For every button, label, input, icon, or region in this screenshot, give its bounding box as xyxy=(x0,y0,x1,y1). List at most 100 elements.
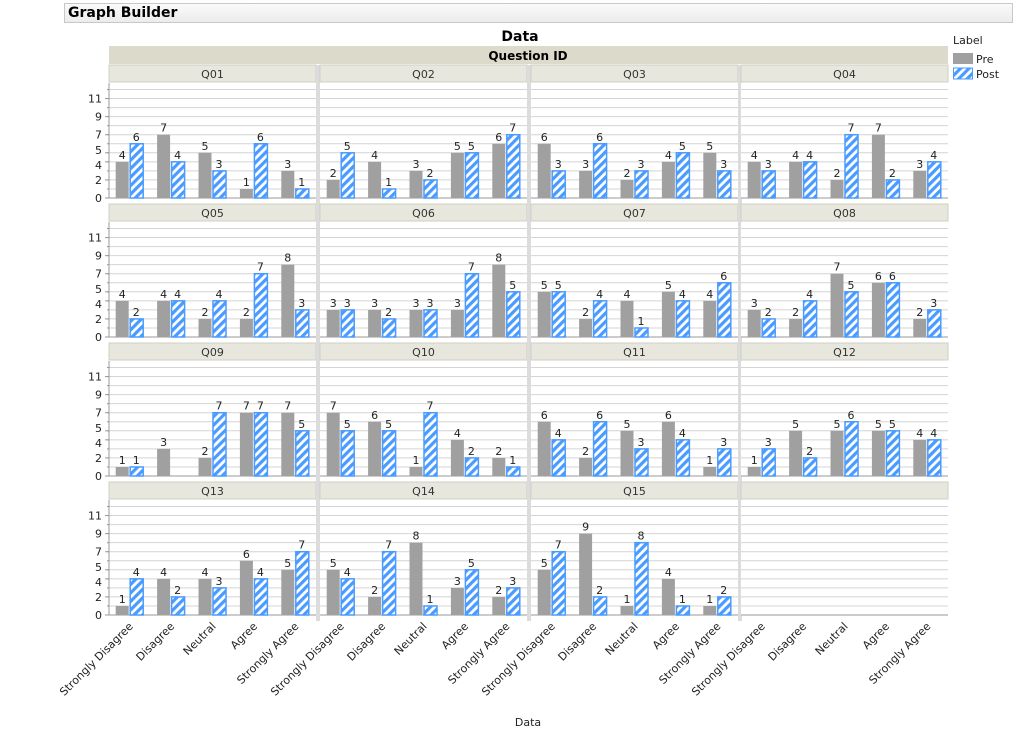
data-label: 1 xyxy=(119,593,126,606)
bar-pre xyxy=(368,421,382,476)
bar-pre xyxy=(703,605,717,615)
x-tick-label: Agree xyxy=(439,620,471,652)
bar-pre xyxy=(537,421,551,476)
y-tick-label: 0 xyxy=(95,192,102,205)
bar-pre xyxy=(409,466,423,476)
data-label: 5 xyxy=(889,418,896,431)
y-tick-label: 7 xyxy=(95,546,102,559)
bar-post xyxy=(761,448,776,477)
bar-pre xyxy=(492,264,506,337)
panel-label: Q13 xyxy=(201,485,224,498)
data-label: 1 xyxy=(119,454,126,467)
data-label: 6 xyxy=(257,131,264,144)
x-tick-label: Strongly Disagree xyxy=(689,620,768,699)
y-tick-label: 7 xyxy=(95,129,102,142)
data-label: 3 xyxy=(751,297,758,310)
data-label: 4 xyxy=(792,149,799,162)
bar-post xyxy=(844,421,859,477)
panel-divider xyxy=(316,343,320,482)
data-label: 6 xyxy=(720,270,727,283)
data-label: 4 xyxy=(555,427,562,440)
data-label: 1 xyxy=(751,454,758,467)
panel-divider xyxy=(527,343,531,482)
data-label: 4 xyxy=(706,288,713,301)
bar-pre xyxy=(409,542,423,615)
bar-post xyxy=(634,327,649,338)
data-label: 3 xyxy=(930,297,937,310)
data-label: 1 xyxy=(509,454,516,467)
bar-pre xyxy=(579,457,593,476)
bar-pre xyxy=(326,569,340,615)
data-label: 7 xyxy=(330,400,337,413)
data-label: 5 xyxy=(679,140,686,153)
data-label: 7 xyxy=(468,261,475,274)
data-label: 4 xyxy=(454,427,461,440)
y-tick-label: 5 xyxy=(95,561,102,574)
data-label: 3 xyxy=(555,158,562,171)
bar-pre xyxy=(661,578,675,615)
data-label: 2 xyxy=(624,167,631,180)
panel-label: Q14 xyxy=(412,485,435,498)
bar-pre xyxy=(620,179,634,198)
bar-pre xyxy=(492,457,506,476)
panel-label: Q07 xyxy=(623,207,646,220)
bar-pre xyxy=(492,143,506,198)
data-label: 5 xyxy=(875,418,882,431)
data-label: 5 xyxy=(468,140,475,153)
bar-pre xyxy=(871,430,885,476)
legend-label-pre: Pre xyxy=(976,53,994,66)
bar-post xyxy=(592,596,608,616)
bar-pre xyxy=(537,291,551,337)
bar-post xyxy=(551,291,566,338)
data-label: 7 xyxy=(257,400,264,413)
panel-strip xyxy=(740,64,949,83)
data-label: 6 xyxy=(875,270,882,283)
panel-divider xyxy=(738,65,742,204)
bar-post xyxy=(885,282,901,338)
panel-strip xyxy=(740,203,949,222)
x-tick-label: Neutral xyxy=(392,620,430,658)
data-label: 3 xyxy=(330,297,337,310)
x-tick-label: Strongly Disagree xyxy=(57,620,136,699)
data-label: 4 xyxy=(665,566,672,579)
bar-pre xyxy=(239,560,253,615)
data-label: 5 xyxy=(541,557,548,570)
bar-post xyxy=(506,291,521,338)
panel-divider xyxy=(527,204,531,343)
bar-pre xyxy=(326,179,340,198)
bar-post xyxy=(295,430,310,477)
data-label: 6 xyxy=(596,409,603,422)
bar-post xyxy=(295,550,310,616)
y-tick-label: 9 xyxy=(95,528,102,541)
bar-post xyxy=(212,587,227,616)
data-label: 4 xyxy=(596,288,603,301)
x-tick-label: Neutral xyxy=(181,620,219,658)
data-label: 3 xyxy=(298,297,305,310)
bar-pre xyxy=(157,578,171,615)
data-label: 5 xyxy=(848,279,855,292)
data-label: 3 xyxy=(284,158,291,171)
y-tick-label: 11 xyxy=(88,232,102,245)
title-bar[interactable]: Graph Builder xyxy=(64,3,1013,23)
bar-post xyxy=(381,188,397,199)
y-tick-label: 5 xyxy=(95,144,102,157)
data-label: 3 xyxy=(344,297,351,310)
bar-pre xyxy=(537,143,551,198)
data-label: 4 xyxy=(174,288,181,301)
data-label: 6 xyxy=(889,270,896,283)
data-label: 2 xyxy=(427,167,434,180)
bar-pre xyxy=(830,179,844,198)
data-label: 3 xyxy=(509,575,516,588)
panel-label: Q15 xyxy=(623,485,646,498)
bar-post xyxy=(885,179,901,199)
data-label: 4 xyxy=(133,566,140,579)
data-label: 3 xyxy=(371,297,378,310)
bar-pre xyxy=(198,318,212,337)
bar-post xyxy=(927,439,942,477)
bar-post xyxy=(381,430,397,477)
data-label: 3 xyxy=(765,436,772,449)
bar-post xyxy=(381,550,397,616)
bar-post xyxy=(551,170,566,199)
data-label: 3 xyxy=(427,297,434,310)
bar-post xyxy=(170,596,186,616)
